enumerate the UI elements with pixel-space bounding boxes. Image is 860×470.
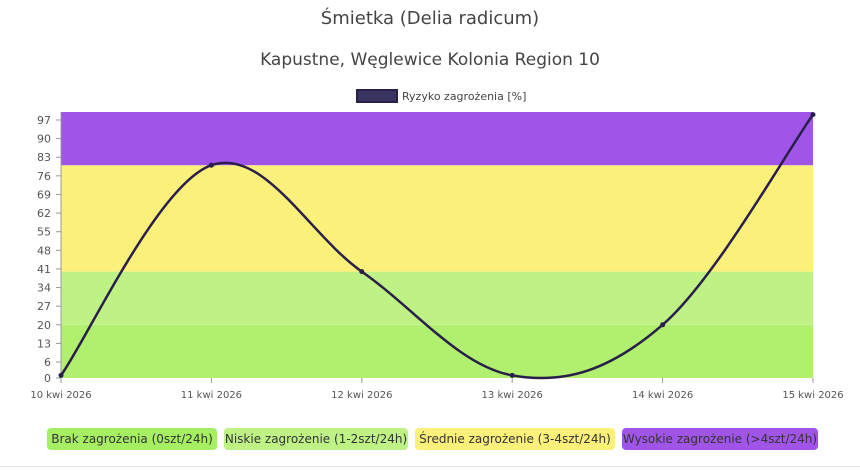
series-line bbox=[59, 113, 815, 380]
x-tick-label: 13 kwi 2026 bbox=[482, 390, 543, 401]
legend-low-risk[interactable]: Niskie zagrożenie (1-2szt/24h) bbox=[224, 428, 408, 450]
y-tick-label: 13 bbox=[37, 337, 51, 350]
y-tick-label: 34 bbox=[37, 282, 51, 295]
data-point bbox=[660, 322, 666, 328]
x-tick-label: 14 kwi 2026 bbox=[632, 390, 693, 401]
y-tick-label: 20 bbox=[37, 319, 51, 332]
y-tick-label: 41 bbox=[37, 263, 51, 276]
y-tick-label: 27 bbox=[37, 300, 51, 313]
legend-swatch bbox=[356, 89, 398, 103]
data-point bbox=[58, 372, 64, 378]
chart-title: Śmietka (Delia radicum) bbox=[320, 8, 540, 29]
y-tick-label: 62 bbox=[37, 207, 51, 220]
y-tick-label: 0 bbox=[44, 372, 51, 385]
risk-band-2 bbox=[61, 165, 813, 272]
x-tick-label: 15 kwi 2026 bbox=[782, 390, 843, 401]
risk-band-1 bbox=[61, 271, 813, 325]
legend-series-label: Ryzyko zagrożenia [%] bbox=[402, 90, 526, 103]
y-tick-label: 83 bbox=[37, 151, 51, 164]
bottom-divider bbox=[0, 466, 860, 467]
x-tick-label: 11 kwi 2026 bbox=[181, 390, 242, 401]
y-tick-label: 48 bbox=[37, 244, 51, 257]
x-tick-label: 10 kwi 2026 bbox=[30, 390, 91, 401]
legend-medium-risk[interactable]: Średnie zagrożenie (3-4szt/24h) bbox=[415, 428, 615, 450]
y-tick-label: 69 bbox=[37, 188, 51, 201]
data-point bbox=[359, 269, 365, 275]
y-tick-label: 97 bbox=[37, 114, 51, 127]
y-tick-label: 90 bbox=[37, 133, 51, 146]
legend-no-risk[interactable]: Brak zagrożenia (0szt/24h) bbox=[47, 428, 217, 450]
x-tick-label: 12 kwi 2026 bbox=[331, 390, 392, 401]
chart-subtitle: Kapustne, Węglewice Kolonia Region 10 bbox=[260, 50, 600, 70]
risk-band-3 bbox=[61, 112, 813, 166]
data-point bbox=[810, 112, 816, 118]
risk-line-chart: 0 6 13 20 27 34 41 48 55 62 69 76 83 90 97 10 kwi 2026 1… bbox=[30, 89, 844, 401]
y-tick-label: 76 bbox=[37, 170, 51, 183]
y-tick-label: 55 bbox=[37, 226, 51, 239]
legend-high-risk[interactable]: Wysokie zagrożenie (>4szt/24h) bbox=[622, 428, 818, 450]
y-tick-label: 6 bbox=[44, 356, 51, 369]
data-point bbox=[509, 372, 515, 378]
data-point bbox=[208, 162, 214, 168]
